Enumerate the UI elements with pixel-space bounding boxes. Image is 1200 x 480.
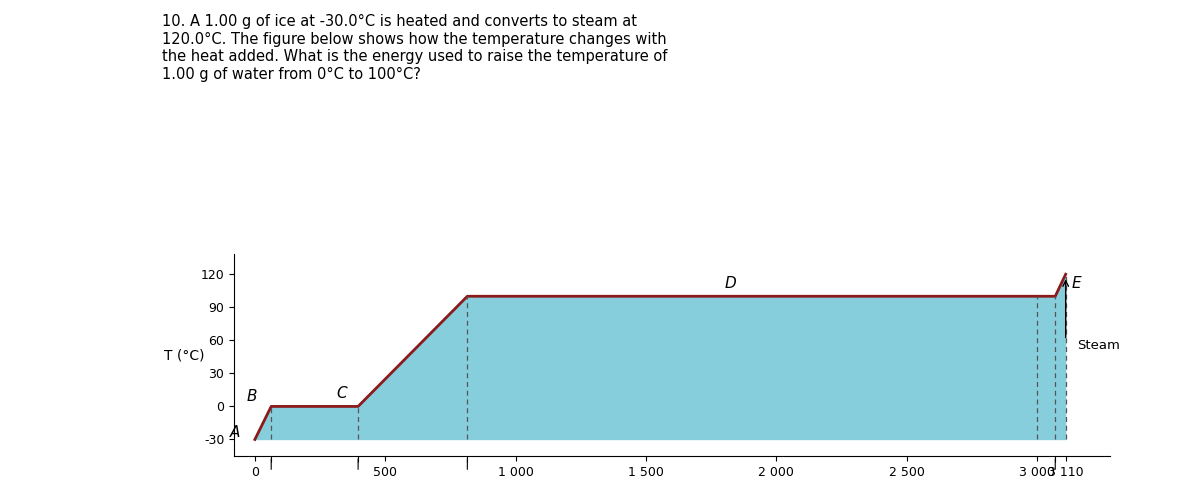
Text: D: D (724, 276, 736, 291)
Text: Steam: Steam (1078, 339, 1121, 352)
Text: 10. A 1.00 g of ice at -30.0°C is heated and converts to steam at
120.0°C. The f: 10. A 1.00 g of ice at -30.0°C is heated… (162, 14, 667, 82)
Text: A: A (230, 425, 240, 440)
Text: B: B (246, 389, 257, 404)
Text: E: E (1072, 276, 1081, 291)
Polygon shape (254, 274, 1066, 440)
Text: C: C (336, 386, 347, 401)
Y-axis label: T (°C): T (°C) (163, 348, 204, 362)
